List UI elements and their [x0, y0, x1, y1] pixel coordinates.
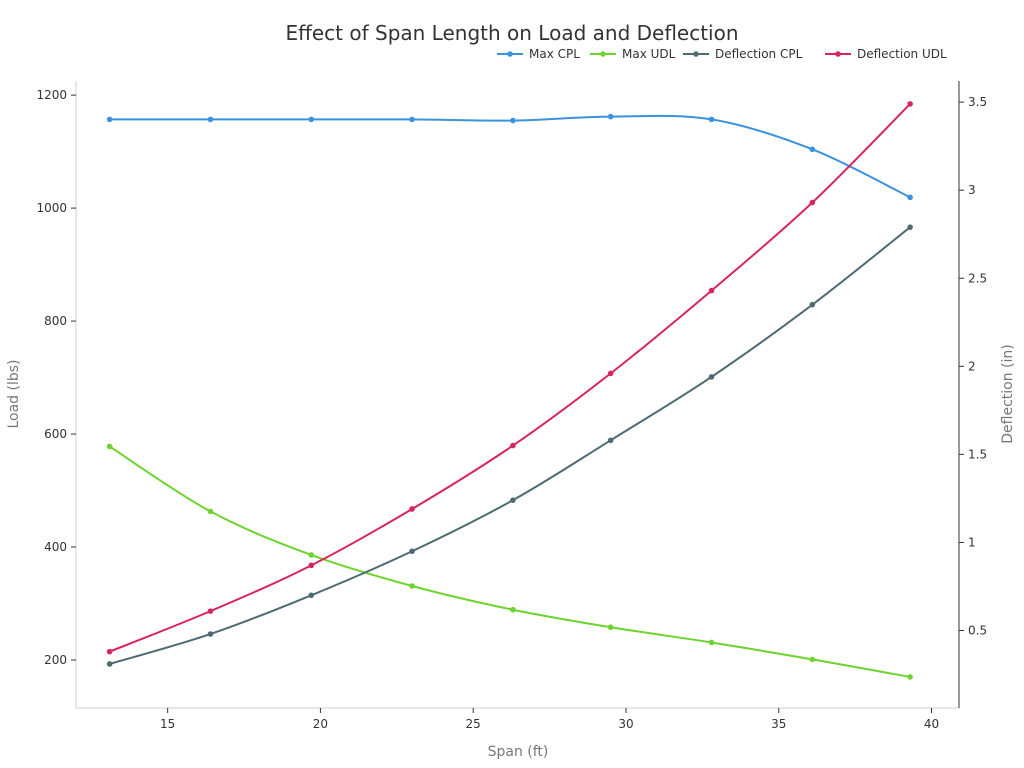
data-point-deflection-udl — [510, 442, 516, 449]
y-left-tick-label: 400 — [44, 540, 67, 554]
data-point-deflection-cpl — [106, 661, 113, 667]
series-line-max-udl — [108, 445, 912, 678]
data-point-max-cpl — [409, 116, 415, 123]
data-point-max-cpl — [708, 116, 715, 123]
y-right-tick-label: 2.5 — [968, 271, 987, 285]
data-point-deflection-udl — [207, 608, 214, 614]
x-tick-label: 30 — [618, 717, 633, 731]
data-point-deflection-cpl — [708, 374, 715, 380]
y-right-tick-label: 1.5 — [968, 447, 987, 461]
series-line-max-cpl — [108, 114, 912, 199]
data-point-deflection-udl — [607, 370, 614, 377]
y-right-tick-label: 1 — [968, 535, 976, 549]
legend-label: Max CPL — [529, 47, 580, 61]
y-left-tick-label: 1200 — [36, 88, 67, 102]
data-point-max-cpl — [207, 116, 214, 123]
y-left-tick-label: 600 — [44, 427, 67, 441]
data-point-deflection-cpl — [510, 497, 516, 503]
legend-item-max-cpl: Max CPL — [497, 47, 580, 61]
series-deflection-cpl — [106, 224, 913, 667]
y-left-tick-label: 800 — [44, 314, 67, 328]
data-point-max-cpl — [809, 146, 816, 153]
x-tick-label: 35 — [771, 717, 786, 731]
legend-item-deflection-udl: Deflection UDL — [825, 47, 947, 61]
data-point-deflection-cpl — [809, 301, 816, 308]
data-point-max-cpl — [106, 116, 113, 123]
data-point-max-udl — [207, 508, 214, 515]
y-right-tick-label: 3 — [968, 183, 976, 197]
data-point-max-cpl — [907, 194, 913, 201]
data-point-max-cpl — [510, 117, 516, 124]
x-tick-label: 20 — [313, 717, 328, 731]
data-point-deflection-cpl — [308, 592, 315, 599]
chart-title: Effect of Span Length on Load and Deflec… — [285, 21, 738, 45]
series-max-cpl — [106, 113, 913, 201]
data-point-deflection-udl — [106, 648, 113, 655]
legend-swatch-marker — [507, 51, 513, 57]
data-point-max-cpl — [308, 116, 315, 123]
data-point-max-udl — [510, 606, 516, 613]
legend-swatch-marker — [835, 51, 841, 57]
y-axis-left-title: Load (lbs) — [6, 359, 22, 428]
data-point-max-udl — [809, 656, 816, 663]
legend-item-deflection-cpl: Deflection CPL — [683, 47, 803, 61]
y-right-tick-label: 2 — [968, 359, 976, 373]
data-point-deflection-udl — [409, 506, 415, 512]
data-point-deflection-udl — [308, 562, 315, 569]
y-axis-right-title: Deflection (in) — [1000, 344, 1016, 443]
data-point-deflection-udl — [809, 199, 816, 206]
x-tick-label: 40 — [924, 717, 939, 731]
data-point-deflection-cpl — [607, 437, 614, 444]
legend-label: Max UDL — [622, 47, 676, 61]
data-point-max-cpl — [607, 113, 614, 120]
legend-item-max-udl: Max UDL — [590, 47, 676, 61]
axes: 15 20 25 30 35 40 200 400 600 800 1000 1200 0.5 1 1.5 2… — [36, 81, 987, 731]
data-point-deflection-udl — [907, 101, 913, 107]
legend-swatch-marker — [693, 51, 699, 57]
data-point-max-udl — [106, 443, 113, 450]
series-max-udl — [106, 443, 913, 680]
data-point-max-udl — [409, 583, 415, 589]
legend-label: Deflection UDL — [857, 47, 947, 61]
series-line-deflection-cpl — [108, 226, 912, 665]
x-axis-title: Span (ft) — [488, 744, 549, 760]
x-tick-label: 15 — [160, 717, 175, 731]
y-right-tick-label: 3.5 — [968, 95, 987, 109]
data-point-deflection-cpl — [207, 631, 214, 637]
data-point-deflection-cpl — [409, 548, 415, 555]
data-point-max-udl — [308, 552, 315, 558]
data-point-deflection-cpl — [907, 224, 913, 230]
y-left-tick-label: 1000 — [36, 201, 67, 215]
legend-swatch-marker — [600, 51, 606, 57]
y-left-tick-label: 200 — [44, 653, 67, 667]
y-right-tick-label: 0.5 — [968, 624, 987, 638]
data-point-max-udl — [607, 624, 614, 631]
data-point-max-udl — [907, 674, 913, 680]
legend-label: Deflection CPL — [715, 47, 803, 61]
legend: Max CPL Max UDL Deflection CPL Deflection U… — [497, 47, 947, 61]
series-line-deflection-udl — [108, 102, 912, 653]
data-point-max-udl — [708, 639, 715, 646]
series-layer — [106, 101, 913, 680]
data-point-deflection-udl — [708, 287, 715, 294]
x-tick-label: 25 — [466, 717, 481, 731]
series-deflection-udl — [106, 101, 913, 655]
